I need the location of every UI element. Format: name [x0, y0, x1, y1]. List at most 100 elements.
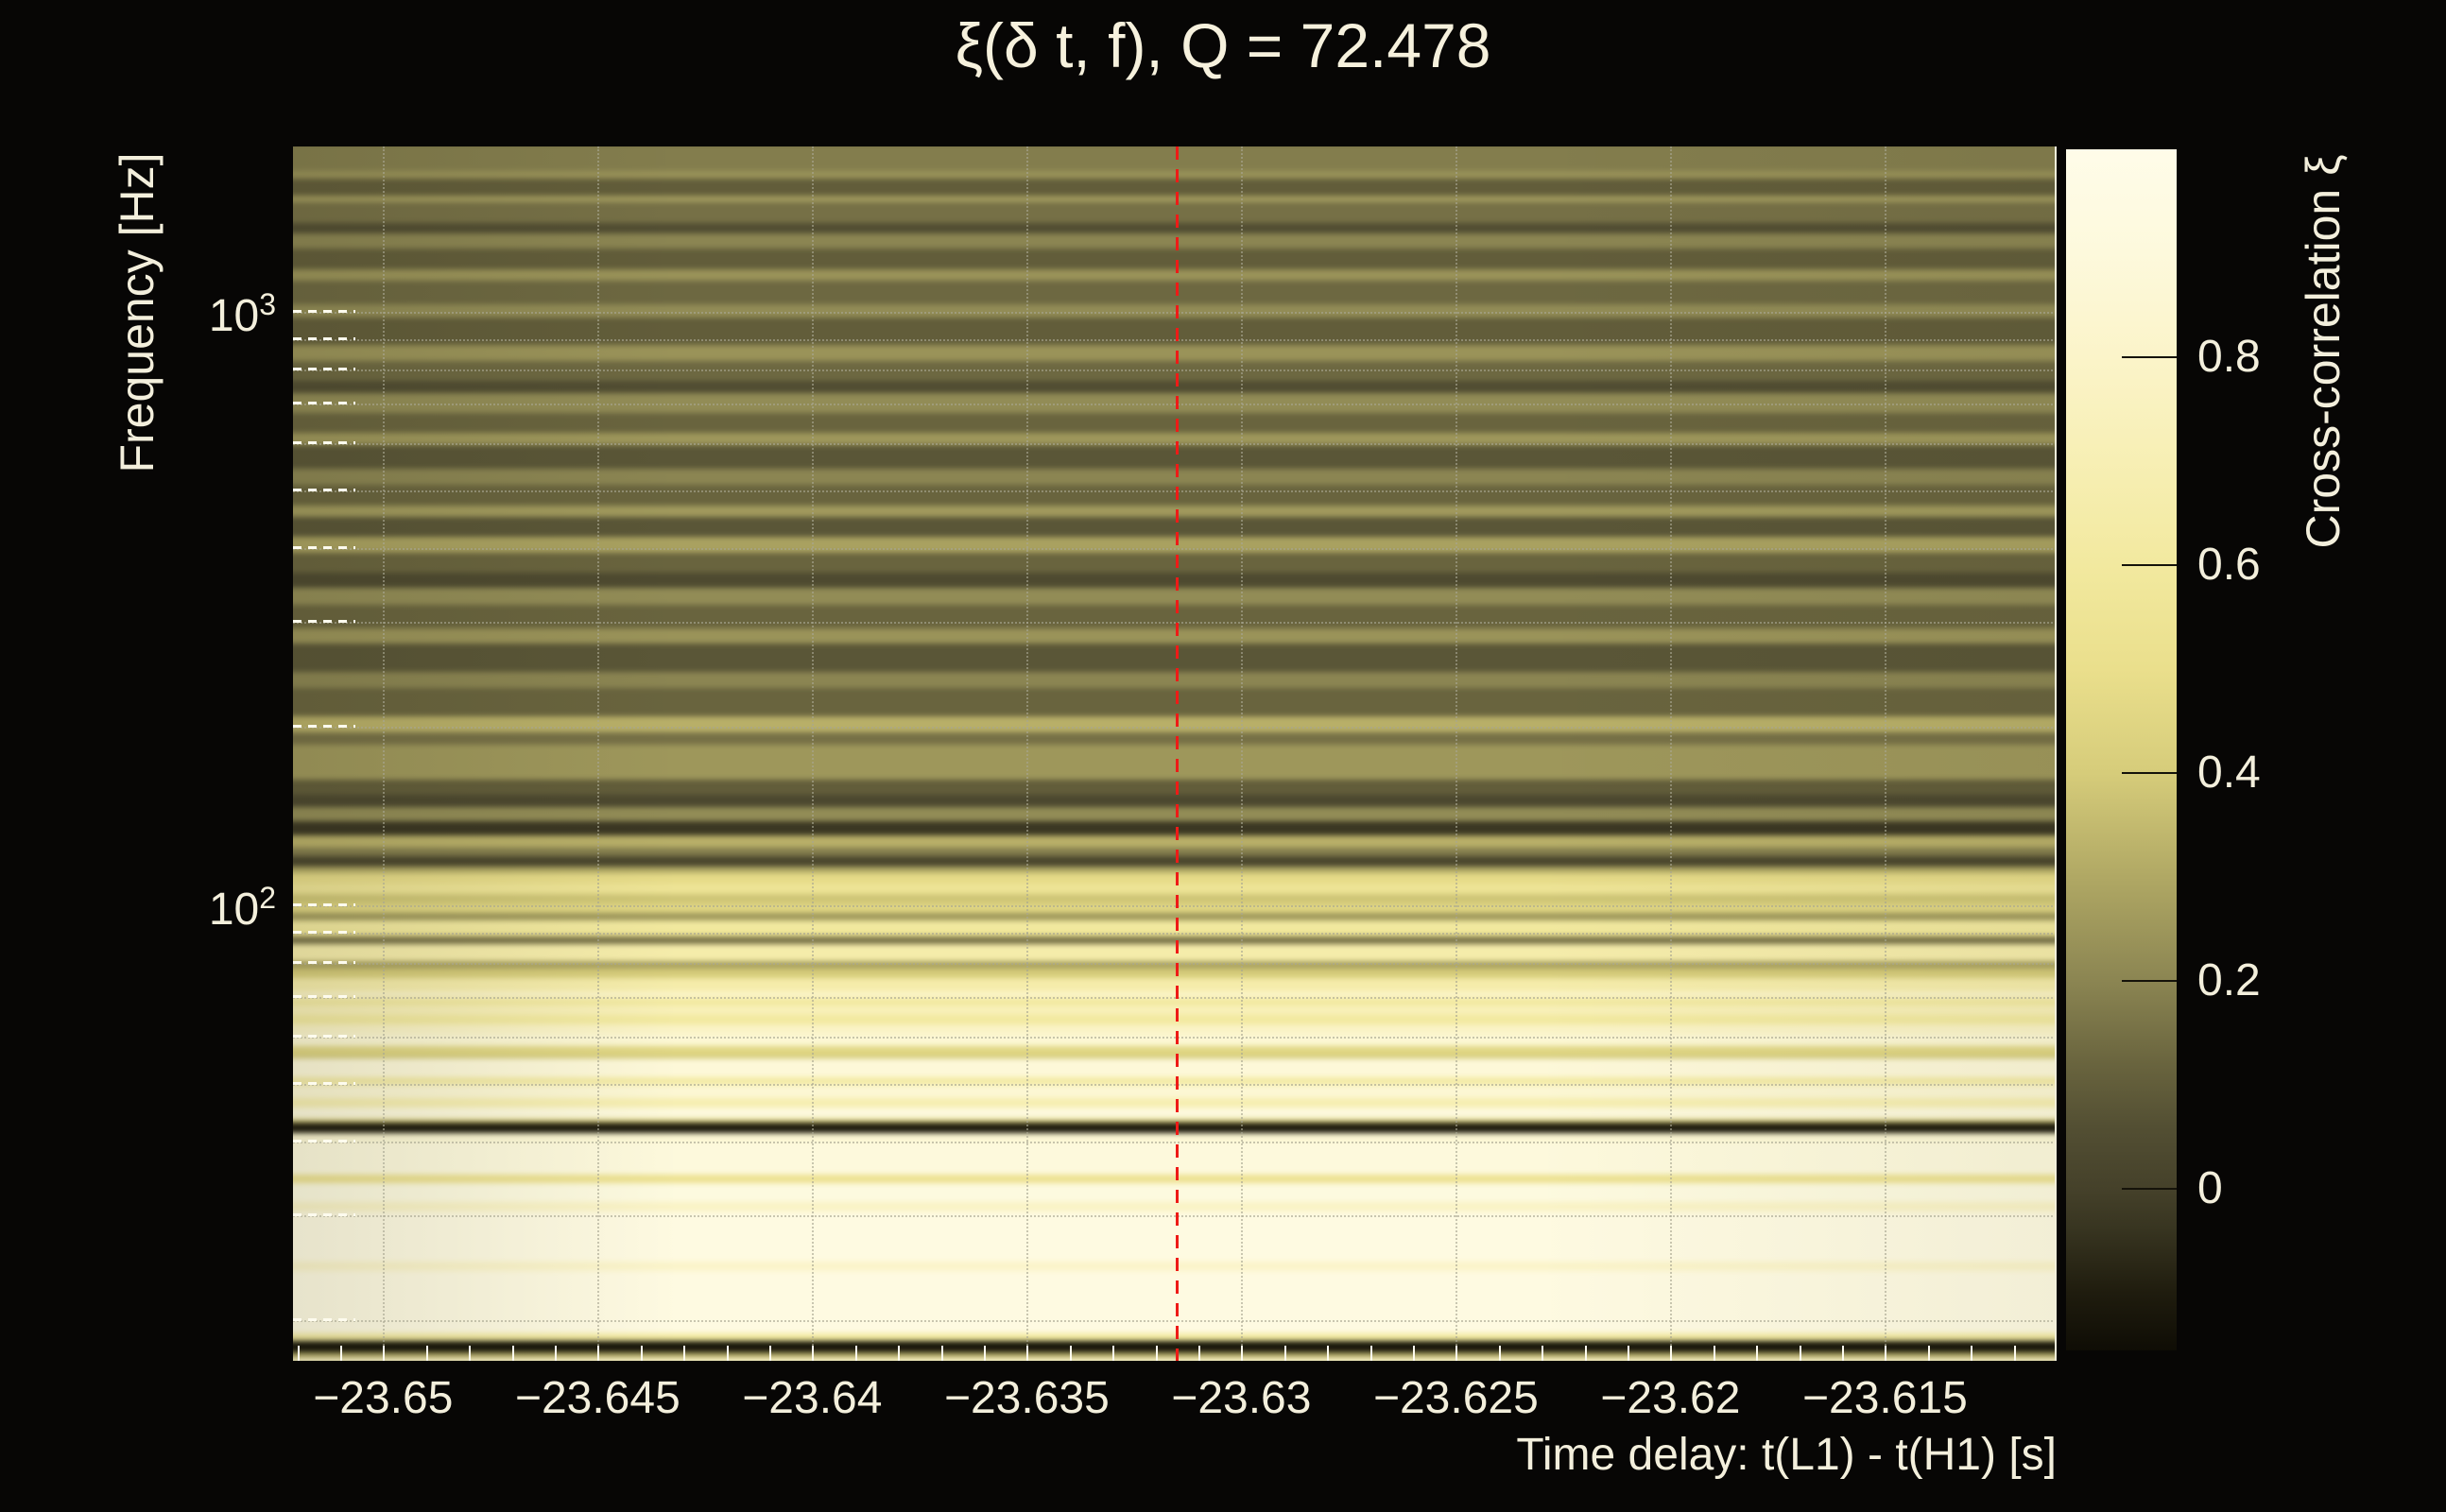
colorbar-tick	[2122, 772, 2177, 775]
heatmap-band	[293, 912, 2057, 921]
heatmap-band	[293, 202, 2057, 223]
heatmap-band	[293, 1352, 2057, 1359]
heatmap-band	[293, 1332, 2057, 1341]
x-minor-tick	[1197, 1346, 1200, 1361]
heatmap-band	[293, 1077, 2057, 1085]
x-minor-tick	[1971, 1346, 1973, 1361]
x-minor-tick	[1756, 1346, 1759, 1361]
x-minor-tick	[1369, 1346, 1372, 1361]
y-minor-tick	[293, 336, 355, 340]
heatmap-band	[293, 178, 2057, 197]
x-gridline	[1885, 146, 1887, 1361]
x-minor-tick	[554, 1346, 557, 1361]
x-minor-tick	[1026, 1346, 1029, 1361]
x-minor-tick	[854, 1346, 857, 1361]
heatmap-band	[293, 304, 2057, 318]
heatmap-band	[293, 672, 2057, 689]
heatmap-band	[293, 1108, 2057, 1120]
y-minor-tick	[293, 1035, 355, 1039]
x-minor-tick	[1412, 1346, 1415, 1361]
x-minor-tick	[640, 1346, 643, 1361]
heatmap-band	[293, 516, 2057, 538]
heatmap-band	[293, 1057, 2057, 1078]
colorbar-tick-label: 0	[2197, 1163, 2223, 1214]
x-gridline	[1456, 146, 1458, 1361]
heatmap-band	[293, 412, 2057, 434]
heatmap-band	[293, 1132, 2057, 1143]
heatmap-band	[293, 1005, 2057, 1016]
y-gridline	[293, 1084, 2057, 1087]
heatmap-band	[293, 1175, 2057, 1183]
y-gridline	[293, 312, 2057, 314]
x-minor-tick	[1155, 1346, 1158, 1361]
heatmap-band	[293, 990, 2057, 998]
heatmap-band	[293, 902, 2057, 913]
x-minor-tick	[1713, 1346, 1715, 1361]
x-minor-tick	[297, 1346, 300, 1361]
heatmap-band	[293, 505, 2057, 517]
heatmap-band	[293, 1045, 2057, 1056]
y-minor-tick	[293, 310, 355, 313]
y-gridline	[293, 997, 2057, 1000]
x-tick-label: −23.64	[742, 1373, 883, 1423]
x-minor-tick	[1885, 1346, 1887, 1361]
colorbar-tick-label: 0.2	[2197, 955, 2261, 1006]
y-gridline	[293, 1319, 2057, 1322]
heatmap-band	[293, 732, 2057, 745]
x-minor-tick	[597, 1346, 600, 1361]
x-minor-tick	[425, 1346, 428, 1361]
x-minor-tick	[1799, 1346, 1801, 1361]
x-minor-tick	[1498, 1346, 1501, 1361]
heatmap-band	[293, 268, 2057, 281]
x-gridline	[597, 146, 600, 1361]
x-minor-tick	[812, 1346, 815, 1361]
y-minor-tick	[293, 1213, 355, 1217]
y-gridline	[293, 1037, 2057, 1040]
heatmap-band	[293, 485, 2057, 506]
heatmap-band	[293, 1211, 2057, 1263]
heatmap-band	[293, 780, 2057, 795]
y-gridline	[293, 1141, 2057, 1143]
heatmap-band	[293, 893, 2057, 903]
heatmap-band	[293, 1084, 2057, 1098]
x-minor-tick	[1069, 1346, 1072, 1361]
heatmap-band	[293, 1201, 2057, 1212]
y-tick-label: 102	[208, 881, 276, 935]
y-minor-tick	[293, 1082, 355, 1086]
x-minor-tick	[1584, 1346, 1587, 1361]
x-minor-tick	[1927, 1346, 1930, 1361]
heatmap-band	[293, 1119, 2057, 1124]
y-minor-tick	[293, 489, 355, 492]
heatmap-band	[293, 433, 2057, 446]
x-minor-tick	[768, 1346, 771, 1361]
heatmap-band	[293, 222, 2057, 233]
heatmap-band	[293, 960, 2057, 970]
x-minor-tick	[339, 1346, 342, 1361]
heatmap-band	[293, 280, 2057, 305]
colorbar-tick-label: 0.6	[2197, 540, 2261, 591]
x-gridline	[1241, 146, 1244, 1361]
y-minor-tick	[293, 367, 355, 370]
y-minor-tick	[293, 903, 355, 906]
heatmap-band	[293, 1340, 2057, 1353]
y-minor-tick	[293, 995, 355, 999]
x-gridline	[383, 146, 386, 1361]
x-minor-tick	[1542, 1346, 1544, 1361]
x-minor-tick	[683, 1346, 686, 1361]
heatmap-band	[293, 1262, 2057, 1272]
heatmap-band	[293, 1271, 2057, 1333]
colorbar-tick	[2122, 980, 2177, 983]
heatmap-band	[293, 997, 2057, 1005]
heatmap-band	[293, 847, 2057, 856]
heatmap-band	[293, 835, 2057, 848]
x-tick-label: −23.62	[1600, 1373, 1741, 1423]
colorbar-tick	[2122, 1188, 2177, 1191]
x-tick-label: −23.63	[1171, 1373, 1312, 1423]
heatmap-band	[293, 552, 2057, 573]
y-minor-tick	[293, 960, 355, 964]
x-axis-label: Time delay: t(L1) - t(H1) [s]	[1516, 1430, 2057, 1480]
heatmap-band	[293, 855, 2057, 868]
heatmap-band	[293, 1358, 2057, 1361]
colorbar-tick	[2122, 356, 2177, 359]
